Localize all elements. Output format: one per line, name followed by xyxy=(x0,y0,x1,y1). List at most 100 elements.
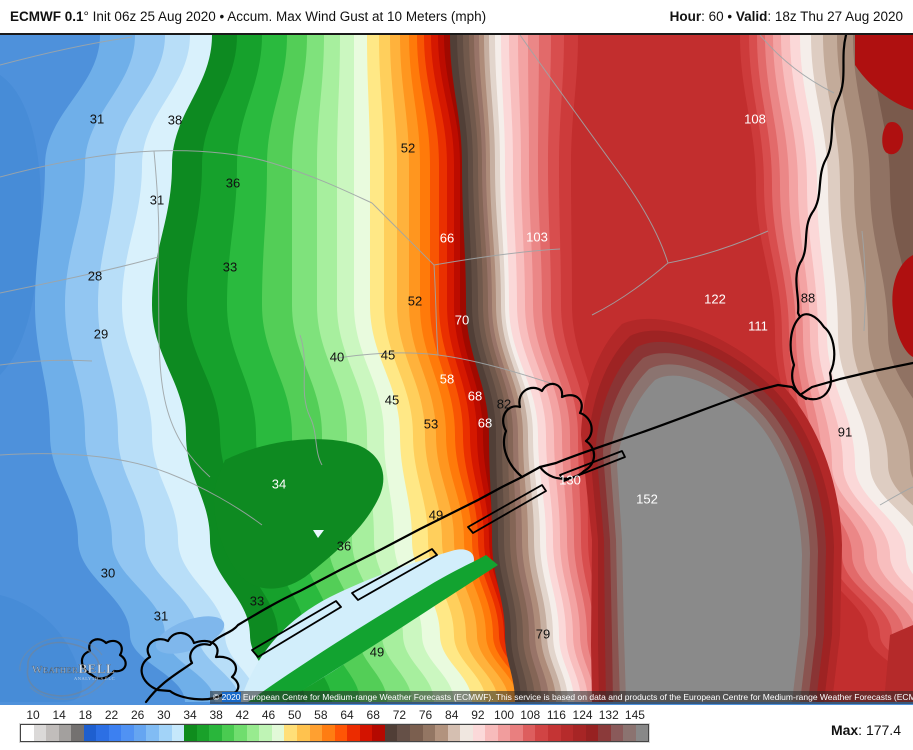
colorbar-tick: 26 xyxy=(130,708,145,722)
colorbar-segment xyxy=(297,725,310,741)
lake-marker-icon xyxy=(313,530,324,538)
copyright-year: 2020 xyxy=(221,692,241,702)
colorbar-segment xyxy=(347,725,360,741)
logo-sub: ANALYTICS LLC xyxy=(74,676,115,681)
local-maxima-patches xyxy=(855,35,913,702)
max-readout: Max: 177.4 xyxy=(831,722,901,738)
map-title: ECMWF 0.1° Init 06z 25 Aug 2020 • Accum.… xyxy=(10,9,486,24)
colorbar-segment xyxy=(623,725,636,741)
colorbar-segment xyxy=(485,725,498,741)
colorbar-tick: 50 xyxy=(288,708,302,722)
hour-label: Hour xyxy=(669,9,702,24)
colorbar-segment xyxy=(309,725,323,741)
colorbar-segment xyxy=(322,725,335,741)
colorbar-segment xyxy=(58,725,72,741)
logo-swirl-icon xyxy=(26,641,101,697)
colorbar-segment xyxy=(497,725,511,741)
colorbar-segment xyxy=(610,725,624,741)
colorbar-segment xyxy=(372,725,385,741)
colorbar-segment xyxy=(460,725,473,741)
colorbar-segment xyxy=(46,725,59,741)
colorbar-segment xyxy=(447,725,461,741)
colorbar-tick: 10 xyxy=(26,708,40,722)
colorbar-segment xyxy=(159,725,172,741)
colorbar-segment xyxy=(96,725,109,741)
colorbar-tick: 92 xyxy=(471,708,485,722)
colorbar-segment xyxy=(397,725,410,741)
coastline-main xyxy=(144,475,524,704)
valid-label: Valid xyxy=(735,9,768,24)
logo-swirl-icon xyxy=(19,637,103,672)
colorbar-tick: 145 xyxy=(624,708,645,722)
colorbar-segment xyxy=(284,725,298,741)
colorbar-segment xyxy=(209,725,222,741)
sabine-lake xyxy=(789,313,836,401)
weatherbell-logo: WEATHERBELL ANALYTICS LLC xyxy=(19,637,115,700)
county-lines xyxy=(0,35,913,526)
colorbar-tick: 64 xyxy=(340,708,354,722)
valid-value: : 18z Thu 27 Aug 2020 xyxy=(767,9,903,24)
colorbar-segment xyxy=(547,725,561,741)
colorbar-segment xyxy=(422,725,436,741)
colorbar-tick: 38 xyxy=(209,708,223,722)
colorbar-tick: 14 xyxy=(52,708,66,722)
colorbar-tick: 42 xyxy=(235,708,250,722)
copyright-text: European Centre for Medium-range Weather… xyxy=(240,692,913,702)
colorbar-segment xyxy=(635,725,649,741)
colorbar-segment xyxy=(221,725,235,741)
colorbar-tick: 68 xyxy=(366,708,380,722)
colorbar-segment xyxy=(246,725,260,741)
colorbar-segment xyxy=(535,725,548,741)
header-bar: ECMWF 0.1° Init 06z 25 Aug 2020 • Accum.… xyxy=(0,0,913,33)
colorbar-legend: 10 14 18 22 26 30 34 38 42 46 50 58 64 68 72 76 84 92 100 1… xyxy=(0,705,913,750)
colorbar-segment xyxy=(121,725,134,741)
colorbar-segment xyxy=(560,725,574,741)
hour-valid: Hour: 60 • Valid: 18z Thu 27 Aug 2020 xyxy=(670,9,903,24)
colorbar-segment xyxy=(108,725,122,741)
colorbar-tick: 34 xyxy=(183,708,197,722)
colorbar-segment xyxy=(83,725,97,741)
map-canvas: WEATHERBELL ANALYTICS LLC 31 38 36 31 28 33 29… xyxy=(0,33,913,707)
colorbar-segment xyxy=(196,725,210,741)
colorbar-tick: 100 xyxy=(494,708,515,722)
colorbar-segment xyxy=(21,725,34,741)
colorbar-segment xyxy=(184,725,197,741)
contour-band-east xyxy=(872,35,913,347)
colorbar-tick: 72 xyxy=(392,708,407,722)
colorbar-segment xyxy=(71,725,84,741)
colorbar-tick: 76 xyxy=(418,708,433,722)
colorbar-tick: 108 xyxy=(520,708,541,722)
colorbar-tick: 132 xyxy=(598,708,619,722)
colorbar-segment xyxy=(522,725,536,741)
colorbar-tick: 58 xyxy=(314,708,328,722)
colorbar xyxy=(18,723,651,743)
colorbar-tick: 18 xyxy=(78,708,93,722)
colorbar-segment xyxy=(146,725,160,741)
colorbar-tick: 30 xyxy=(157,708,171,722)
logo-wordmark: WEATHERBELL xyxy=(32,661,115,676)
logo-swirl-icon xyxy=(29,664,110,700)
copyright-bar: © 2020 European Centre for Medium-range … xyxy=(210,691,913,704)
max-label: Max xyxy=(830,722,859,738)
colorbar-segment xyxy=(133,725,147,741)
colorbar-segment xyxy=(259,725,272,741)
colorbar-segment xyxy=(234,725,247,741)
colorbar-segment xyxy=(271,725,285,741)
gust-contour-map: WEATHERBELL ANALYTICS LLC xyxy=(0,35,913,705)
colorbar-segment xyxy=(409,725,423,741)
colorbar-tick: 84 xyxy=(445,708,459,722)
title-detail: Init 06z 25 Aug 2020 • Accum. Max Wind G… xyxy=(88,9,487,24)
colorbar-segment xyxy=(171,725,185,741)
colorbar-segment xyxy=(472,725,486,741)
colorbar-segment xyxy=(334,725,348,741)
colorbar-segment xyxy=(510,725,523,741)
max-value: : 177.4 xyxy=(858,722,901,738)
hour-value: : 60 • xyxy=(701,9,736,24)
copyright-pre: © xyxy=(213,692,222,702)
galveston-bay xyxy=(502,382,596,480)
degree-symbol: ° xyxy=(83,9,89,24)
colorbar-segment xyxy=(384,725,398,741)
model-name: ECMWF 0.1 xyxy=(10,9,84,24)
colorbar-tick: 46 xyxy=(261,708,276,722)
colorbar-segment xyxy=(598,725,611,741)
